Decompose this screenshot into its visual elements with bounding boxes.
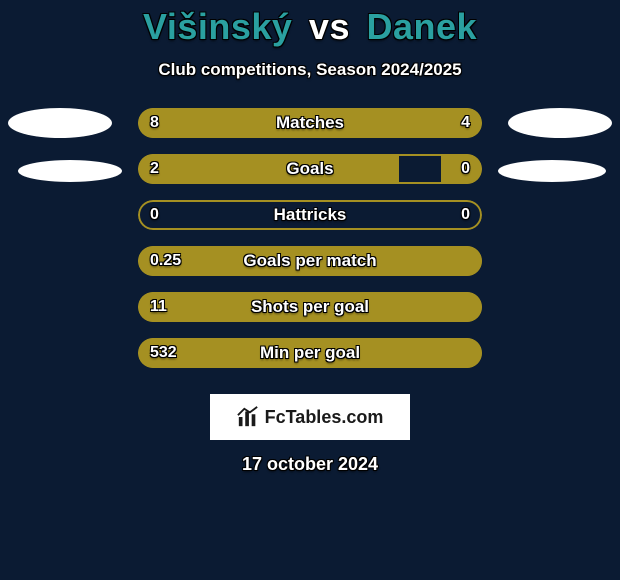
stat-value-left: 11 <box>150 292 167 322</box>
site-logo-text: FcTables.com <box>265 407 384 428</box>
bar-chart-icon <box>237 406 259 428</box>
team-left-logo-placeholder <box>18 160 122 182</box>
stat-value-right: 0 <box>461 200 470 230</box>
player-left-avatar-placeholder <box>8 108 112 138</box>
stat-value-left: 0.25 <box>150 246 181 276</box>
stat-value-left: 2 <box>150 154 159 184</box>
stat-row: Goals2 0 <box>138 154 482 184</box>
player-right-name: Danek <box>366 6 477 47</box>
page-title: Višinský vs Danek <box>0 6 620 48</box>
date-text: 17 october 2024 <box>0 454 620 475</box>
subtitle: Club competitions, Season 2024/2025 <box>0 60 620 80</box>
comparison-chart: Matches84Goals20Hattricks00Goals per mat… <box>0 108 620 408</box>
stat-row: Goals per match0.25 <box>138 246 482 276</box>
stat-row: Min per goal532 <box>138 338 482 368</box>
stat-label: Hattricks <box>138 200 482 230</box>
stat-row: Shots per goal11 <box>138 292 482 322</box>
stat-value-right: 0 <box>461 154 470 184</box>
player-right-avatar-placeholder <box>508 108 612 138</box>
stat-label: Shots per goal <box>138 292 482 322</box>
stat-rows: Matches84Goals20Hattricks00Goals per mat… <box>138 108 482 384</box>
stat-value-right: 4 <box>461 108 470 138</box>
stat-label: Goals per match <box>138 246 482 276</box>
site-logo: FcTables.com <box>210 394 410 440</box>
stat-row: Matches8 4 <box>138 108 482 138</box>
stat-value-left: 532 <box>150 338 177 368</box>
team-right-logo-placeholder <box>498 160 606 182</box>
stat-row: Hattricks0 0 <box>138 200 482 230</box>
stat-label: Matches <box>138 108 482 138</box>
stat-value-left: 8 <box>150 108 159 138</box>
comparison-card: Višinský vs Danek Club competitions, Sea… <box>0 0 620 580</box>
player-left-name: Višinský <box>143 6 292 47</box>
stat-value-left: 0 <box>150 200 159 230</box>
stat-label: Goals <box>138 154 482 184</box>
stat-label: Min per goal <box>138 338 482 368</box>
vs-word: vs <box>309 6 350 47</box>
